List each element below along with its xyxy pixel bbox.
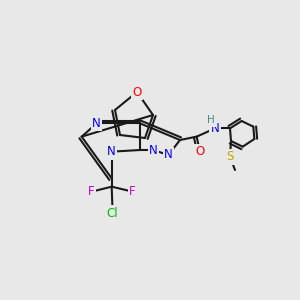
Text: Cl: Cl xyxy=(107,207,118,220)
Text: F: F xyxy=(88,185,95,198)
Text: N: N xyxy=(92,117,101,130)
Text: N: N xyxy=(164,148,173,161)
Text: N: N xyxy=(107,145,116,158)
Text: O: O xyxy=(132,85,142,98)
Text: O: O xyxy=(195,145,205,158)
Text: F: F xyxy=(129,185,136,198)
Text: H: H xyxy=(207,115,215,125)
Text: S: S xyxy=(226,150,234,163)
Text: N: N xyxy=(211,122,219,135)
Text: N: N xyxy=(149,143,158,157)
